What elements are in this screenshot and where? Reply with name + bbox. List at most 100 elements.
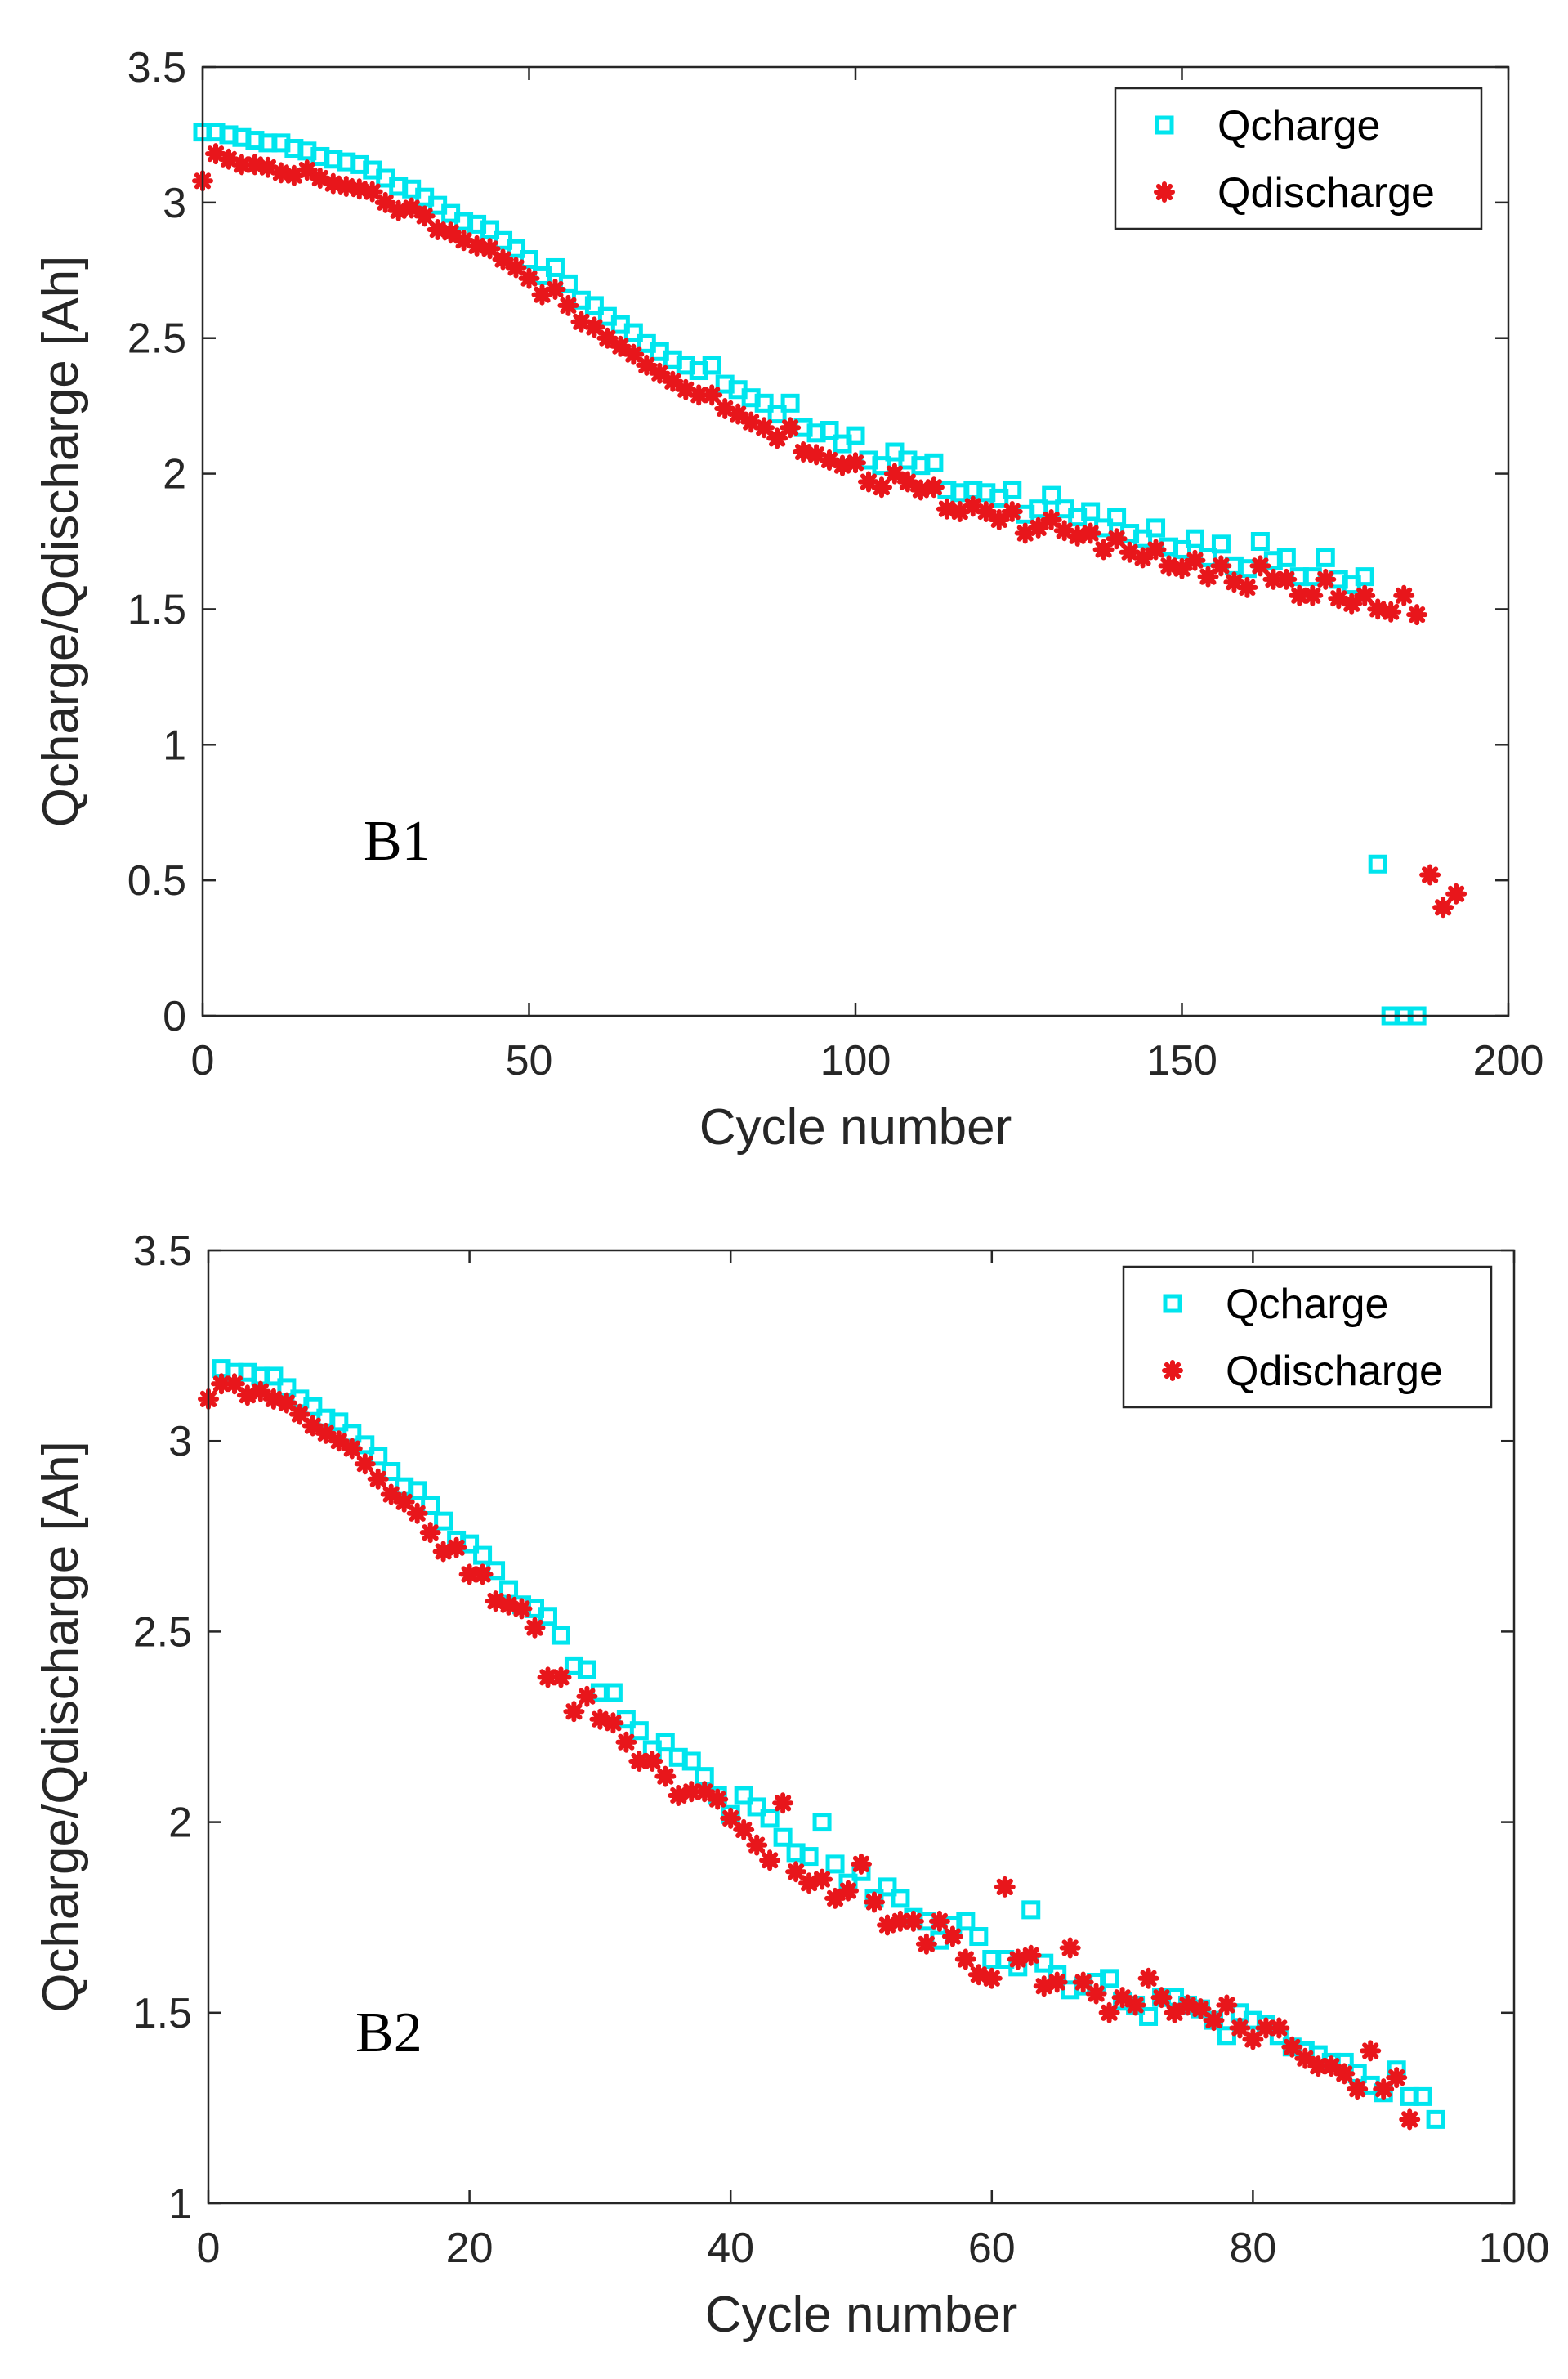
y-tick-label: 2 xyxy=(163,451,186,499)
data-point-qdischarge xyxy=(1164,2001,1186,2023)
data-point-qdischarge xyxy=(1119,541,1141,563)
data-point-qdischarge xyxy=(811,1868,833,1890)
data-point-qdischarge xyxy=(302,1415,324,1437)
data-point-qdischarge xyxy=(1419,864,1441,886)
legend-box xyxy=(1114,87,1483,230)
data-point-qdischarge xyxy=(615,1731,637,1753)
data-point-qdischarge xyxy=(649,362,671,384)
data-point-qdischarge xyxy=(596,327,619,349)
data-point-qdischarge xyxy=(967,1964,989,1986)
data-point-qdischarge xyxy=(766,427,788,449)
data-point-qdischarge xyxy=(341,1438,363,1460)
axes-box xyxy=(207,1249,1516,2205)
data-point-qcharge xyxy=(702,356,721,375)
legend-label-qcharge: Qcharge xyxy=(1226,1281,1388,1328)
y-tick-label: 3.5 xyxy=(127,44,186,92)
legend: Qcharge Qdischarge xyxy=(1122,1265,1493,1409)
data-point-qcharge xyxy=(577,1660,596,1679)
data-point-qdischarge xyxy=(315,1422,337,1444)
data-point-qdischarge xyxy=(1432,897,1454,919)
data-point-qdischarge xyxy=(1281,2036,1303,2058)
data-point-qdischarge xyxy=(1302,584,1324,606)
data-point-qdischarge xyxy=(623,343,645,365)
x-tick-label: 200 xyxy=(1473,1037,1544,1084)
series-qdischarge xyxy=(198,1373,1421,2131)
data-point-qdischarge xyxy=(205,143,226,165)
y-tick-label: 1.5 xyxy=(127,586,186,633)
data-point-qdischarge xyxy=(694,1781,716,1803)
panel-annotation: B2 xyxy=(355,2001,422,2064)
data-point-qdischarge xyxy=(544,279,566,300)
data-point-qdischarge xyxy=(576,1685,598,1707)
data-point-qdischarge xyxy=(1341,593,1363,615)
data-point-qdischarge xyxy=(1092,539,1115,561)
data-point-qcharge xyxy=(507,239,526,258)
data-point-qdischarge xyxy=(793,441,815,463)
x-axis-label: Cycle number xyxy=(699,1099,1012,1156)
data-point-qdischarge xyxy=(1229,2017,1251,2039)
data-point-qdischarge xyxy=(941,1925,963,1947)
data-point-qdischarge xyxy=(453,230,475,252)
data-point-qcharge xyxy=(734,1786,753,1805)
data-point-qdischarge xyxy=(524,1617,546,1639)
data-point-qcharge xyxy=(747,1797,766,1817)
data-point-qdischarge xyxy=(1406,604,1428,626)
data-point-qcharge xyxy=(538,1607,557,1626)
x-tick-label: 80 xyxy=(1229,2225,1276,2272)
data-point-qdischarge xyxy=(641,1751,663,1772)
data-point-qdischarge xyxy=(1307,2055,1329,2077)
data-point-qdischarge xyxy=(962,495,984,517)
data-point-qdischarge xyxy=(511,1598,533,1620)
data-point-qdischarge xyxy=(275,1392,297,1414)
data-point-qdischarge xyxy=(531,284,553,306)
data-point-qdischarge xyxy=(224,1373,245,1395)
data-point-qdischarge xyxy=(1066,525,1088,547)
data-point-qdischarge xyxy=(1106,528,1128,550)
data-point-qdischarge xyxy=(1020,1944,1042,1966)
data-point-qcharge xyxy=(799,1847,819,1867)
data-point-qdischarge xyxy=(889,1910,911,1932)
x-tick-label: 60 xyxy=(968,2225,1016,2272)
data-point-qdischarge xyxy=(1347,2078,1369,2100)
x-tick-label: 0 xyxy=(191,1037,215,1084)
data-point-qdischarge xyxy=(806,444,828,466)
data-point-qdischarge xyxy=(1137,1967,1159,1989)
data-point-qcharge xyxy=(767,405,787,424)
data-point-qcharge xyxy=(1042,485,1061,505)
data-point-qdischarge xyxy=(1014,522,1036,544)
data-point-qcharge xyxy=(1021,1900,1041,1920)
data-point-qcharge xyxy=(603,1683,623,1702)
x-tick-label: 50 xyxy=(506,1037,553,1084)
data-point-qdischarge xyxy=(1184,549,1206,571)
legend-label-qdischarge: Qdischarge xyxy=(1226,1348,1443,1395)
data-point-qcharge xyxy=(681,1751,701,1771)
data-point-qdischarge xyxy=(975,501,997,522)
data-point-qdischarge xyxy=(1001,501,1023,522)
data-point-qdischarge xyxy=(753,417,775,439)
data-point-qdischarge xyxy=(851,1853,872,1875)
data-point-qdischarge xyxy=(440,221,462,244)
data-point-qdischarge xyxy=(498,1594,520,1616)
data-point-qcharge xyxy=(408,1481,427,1500)
chart-b1: 0 50 100 150 200 0 0.5 1 1.5 2 2.5 3 3.5 Cycle number… xyxy=(33,44,1543,1156)
y-tick-label: 3.5 xyxy=(133,1228,192,1275)
y-axis-label: Qcharge/Qdischarge [Ah] xyxy=(33,256,89,828)
data-point-qdischarge xyxy=(1367,598,1389,620)
data-point-qdischarge xyxy=(1059,1937,1081,1959)
data-point-qdischarge xyxy=(1177,1994,1199,2016)
data-point-qdischarge xyxy=(602,1712,624,1734)
data-point-qdischarge xyxy=(570,311,592,333)
legend-marker-qcharge xyxy=(1155,115,1174,135)
data-point-qcharge xyxy=(1413,2086,1432,2106)
data-point-qdischarge xyxy=(824,1887,846,1909)
data-point-qdischarge xyxy=(727,403,749,425)
data-point-qcharge xyxy=(1107,508,1127,527)
data-point-qdischarge xyxy=(1203,2010,1225,2032)
y-tick-label: 1.5 xyxy=(133,1990,192,2037)
data-point-qdischarge xyxy=(701,384,723,406)
data-point-qdischarge xyxy=(432,1541,454,1563)
data-point-qdischarge xyxy=(1158,555,1180,577)
data-point-qdischarge xyxy=(733,1818,755,1840)
data-point-qcharge xyxy=(1133,529,1153,548)
